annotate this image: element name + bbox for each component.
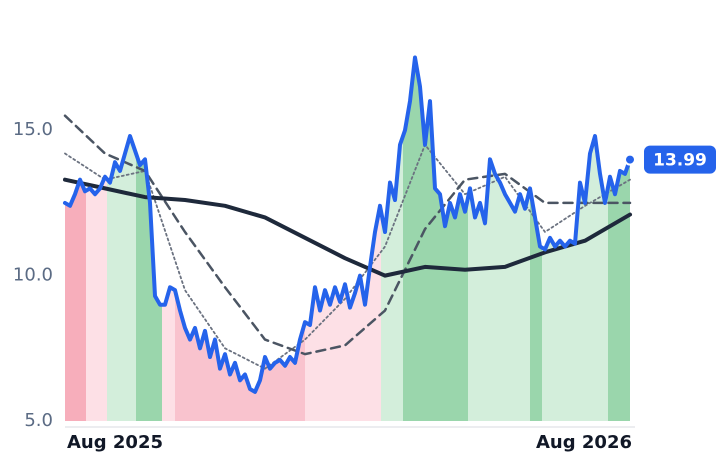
series-line xyxy=(63,55,632,394)
band xyxy=(403,57,468,421)
band xyxy=(608,57,630,421)
band xyxy=(162,57,175,421)
last-point xyxy=(624,153,636,166)
last-value-label: 13.99 xyxy=(653,151,707,171)
x-tick-label: Aug 2026 xyxy=(536,432,632,453)
axes: 5.0 10.0 15.0 Aug 2025 Aug 2026 xyxy=(13,119,635,453)
band xyxy=(305,57,381,421)
y-tick-label: 10.0 xyxy=(13,265,53,286)
series-line xyxy=(63,177,632,278)
y-tick-label: 5.0 xyxy=(24,410,53,431)
x-tick-label: Aug 2025 xyxy=(67,432,163,453)
series-line xyxy=(64,143,631,370)
band xyxy=(136,57,162,421)
y-tick-label: 15.0 xyxy=(13,119,53,140)
last-value-badge xyxy=(644,145,716,174)
band xyxy=(65,57,86,421)
lines: 13.99 xyxy=(63,55,716,394)
band xyxy=(468,57,530,421)
band xyxy=(107,57,136,421)
band xyxy=(86,57,107,421)
